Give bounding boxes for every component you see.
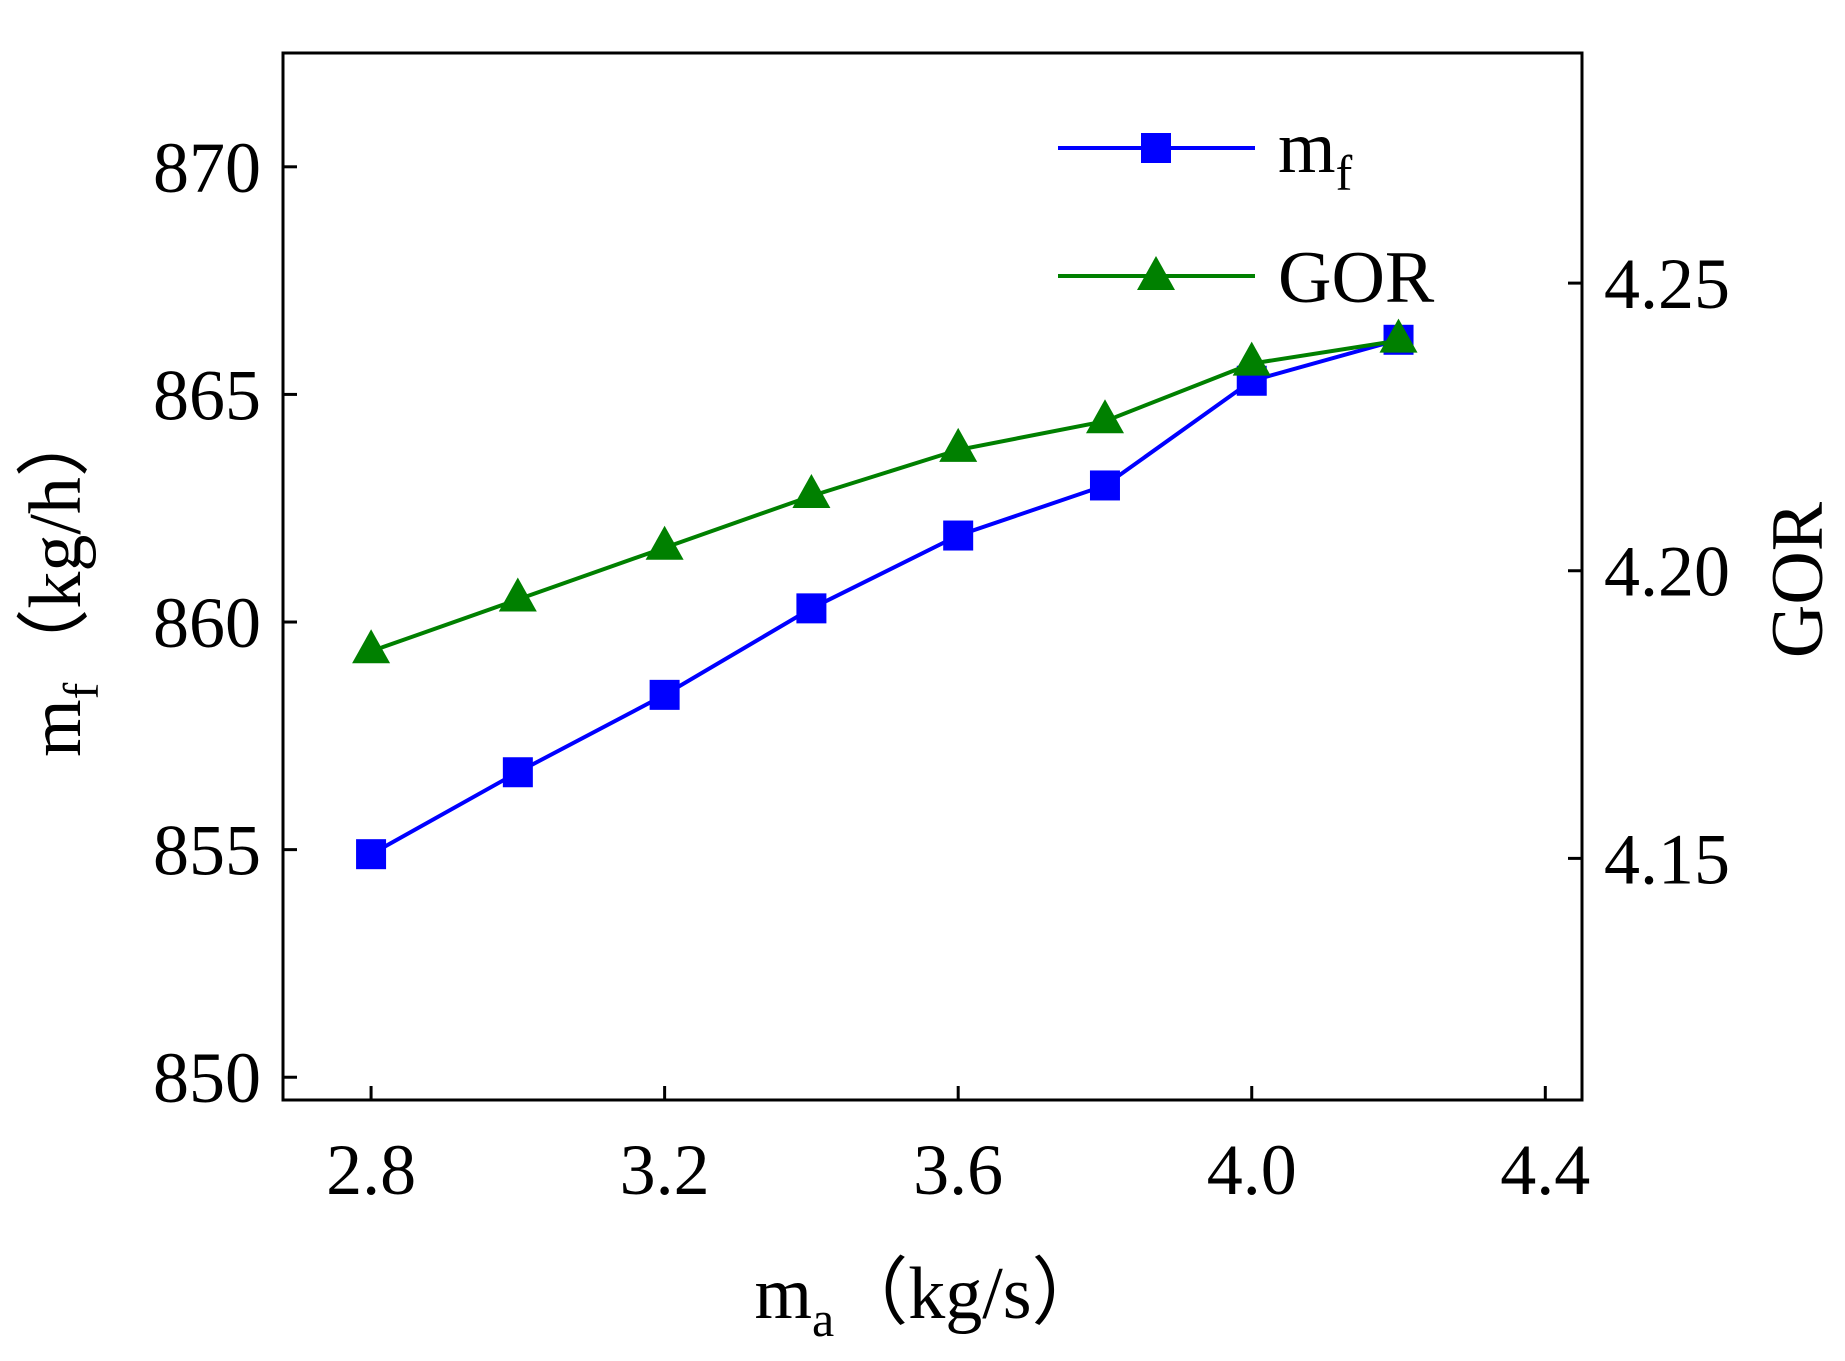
point-m-f-3 bbox=[796, 593, 827, 624]
legend-label-mf: mf bbox=[1278, 107, 1353, 201]
x-axis-title: ma（kg/s） bbox=[754, 1253, 1105, 1347]
x-axis: 2.8 3.2 3.6 4.0 4.4 bbox=[326, 1086, 1590, 1210]
legend-marker-gor bbox=[1137, 256, 1175, 290]
y-left-tick-label-2: 860 bbox=[153, 583, 261, 663]
y-axis-right-title: GOR bbox=[1757, 501, 1839, 658]
series-line-m-f bbox=[370, 337, 1400, 856]
y-left-tick-label-0: 850 bbox=[153, 1038, 261, 1118]
y-left-tick-label-1: 855 bbox=[153, 811, 261, 891]
series-layer bbox=[352, 318, 1418, 870]
series-line-gor bbox=[370, 338, 1399, 654]
x-tick-label-3: 4.0 bbox=[1207, 1130, 1297, 1210]
x-tick-label-4: 4.4 bbox=[1500, 1130, 1590, 1210]
x-tick-label-2: 3.6 bbox=[913, 1130, 1003, 1210]
point-gor-2 bbox=[645, 525, 684, 560]
point-m-f-1 bbox=[502, 757, 533, 788]
point-m-f-4 bbox=[943, 520, 974, 551]
y-right-tick-label-0: 4.15 bbox=[1604, 819, 1730, 899]
y-left-tick-label-4: 870 bbox=[153, 128, 261, 208]
legend-marker-mf bbox=[1141, 133, 1171, 163]
point-m-f-5 bbox=[1089, 470, 1120, 501]
y-axis-left-title: mf（kg/h） bbox=[15, 403, 109, 757]
legend-label-gor: GOR bbox=[1278, 237, 1435, 319]
plot-frame bbox=[281, 51, 1584, 1102]
x-tick-label-1: 3.2 bbox=[620, 1130, 710, 1210]
y-left-tick-label-3: 865 bbox=[153, 355, 261, 435]
point-m-f-0 bbox=[356, 839, 387, 870]
point-gor-0 bbox=[352, 629, 391, 664]
legend-item-mf: mf bbox=[1058, 107, 1353, 201]
y-right-tick-label-1: 4.20 bbox=[1604, 532, 1730, 612]
x-tick-label-0: 2.8 bbox=[326, 1130, 416, 1210]
point-gor-3 bbox=[792, 474, 831, 508]
point-gor-5 bbox=[1086, 399, 1124, 434]
point-gor-6 bbox=[1232, 341, 1271, 376]
legend-item-gor: GOR bbox=[1058, 237, 1435, 319]
point-m-f-2 bbox=[649, 679, 680, 710]
y-axis-left: 850 855 860 865 870 bbox=[153, 128, 297, 1118]
point-gor-4 bbox=[939, 427, 978, 462]
y-axis-right: 4.15 4.20 4.25 bbox=[1568, 244, 1730, 899]
point-gor-7 bbox=[1379, 318, 1418, 353]
y-right-tick-label-2: 4.25 bbox=[1604, 244, 1730, 324]
point-gor-1 bbox=[498, 577, 537, 612]
legend: mf GOR bbox=[1058, 107, 1435, 319]
